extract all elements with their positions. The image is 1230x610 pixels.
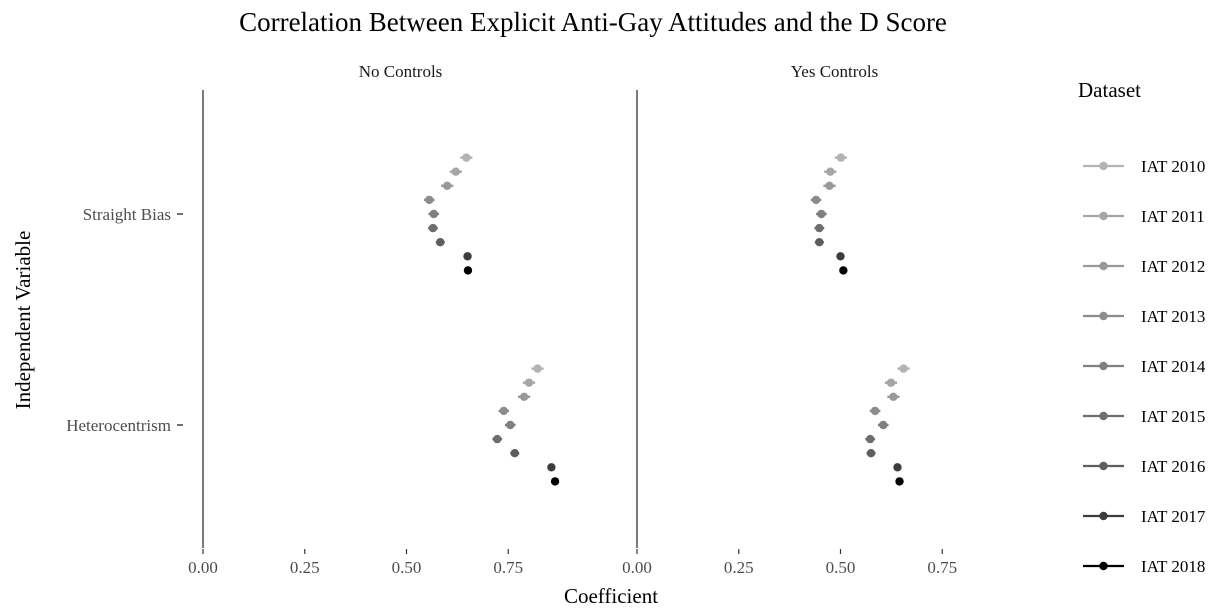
data-point xyxy=(825,181,834,190)
chart-title: Correlation Between Explicit Anti-Gay At… xyxy=(239,7,947,37)
x-axis-title: Coefficient xyxy=(564,584,658,608)
legend-label: IAT 2014 xyxy=(1141,357,1206,376)
legend-label: IAT 2016 xyxy=(1141,457,1205,476)
legend-label: IAT 2010 xyxy=(1141,157,1205,176)
x-tick-label: 0.25 xyxy=(290,558,320,577)
legend-marker xyxy=(1099,511,1108,521)
data-point xyxy=(866,449,876,458)
data-point xyxy=(836,153,846,162)
plot-layer: No Controls 0.00 0.25 0.50 0.75 Yes Controls 0… xyxy=(66,62,957,577)
legend-label: IAT 2018 xyxy=(1141,557,1205,576)
data-point xyxy=(506,420,515,430)
x-tick-label: 0.50 xyxy=(392,558,422,577)
data-point xyxy=(886,378,896,387)
data-point xyxy=(451,167,460,176)
data-point xyxy=(893,463,902,472)
legend-marker xyxy=(1099,561,1108,571)
legend-item: IAT 2016 xyxy=(1083,457,1205,476)
legend-title: Dataset xyxy=(1078,78,1141,102)
data-point xyxy=(879,420,888,430)
legend-marker xyxy=(1099,461,1108,471)
data-point xyxy=(463,266,473,275)
legend-label: IAT 2015 xyxy=(1141,407,1205,426)
x-tick-label: 0.75 xyxy=(927,558,957,577)
facet-label: No Controls xyxy=(359,62,443,81)
data-point xyxy=(533,364,542,373)
data-point xyxy=(817,209,826,219)
legend-item: IAT 2011 xyxy=(1083,207,1205,226)
data-point xyxy=(499,406,508,416)
y-tick-label: Straight Bias xyxy=(83,205,171,224)
legend-item: IAT 2015 xyxy=(1083,407,1205,426)
data-point xyxy=(895,477,904,486)
data-point xyxy=(815,223,824,233)
legend-item: IAT 2018 xyxy=(1083,557,1205,576)
legend-label: IAT 2011 xyxy=(1141,207,1205,226)
data-point xyxy=(547,463,556,472)
legend-marker xyxy=(1099,211,1108,221)
facet-panel-1: No Controls 0.00 0.25 0.50 0.75 xyxy=(188,62,560,577)
y-tick-label: Heterocentrism xyxy=(66,416,171,435)
legend-marker xyxy=(1099,361,1108,371)
data-point xyxy=(550,477,560,486)
data-point xyxy=(436,238,445,247)
data-point xyxy=(524,378,534,387)
data-point xyxy=(493,434,502,444)
legend-label: IAT 2017 xyxy=(1141,507,1206,526)
data-point xyxy=(463,252,472,261)
data-point xyxy=(836,252,845,261)
data-point xyxy=(870,406,880,416)
data-point xyxy=(811,195,821,205)
data-point xyxy=(815,238,824,247)
y-axis-title: Independent Variable xyxy=(11,231,35,410)
x-tick-label: 0.00 xyxy=(622,558,652,577)
data-point xyxy=(443,181,452,190)
x-tick-label: 0.00 xyxy=(188,558,218,577)
data-point xyxy=(519,392,529,401)
data-point xyxy=(899,364,908,373)
data-point xyxy=(826,167,835,176)
facet-panel-2: Yes Controls 0.00 0.25 0.50 0.75 xyxy=(622,62,957,577)
legend-marker xyxy=(1099,311,1108,321)
data-point xyxy=(839,266,848,275)
legend-item: IAT 2013 xyxy=(1083,307,1205,326)
data-point xyxy=(425,195,434,205)
legend-item: IAT 2014 xyxy=(1083,357,1206,376)
data-point xyxy=(510,449,519,458)
x-tick-label: 0.25 xyxy=(724,558,754,577)
data-point xyxy=(428,223,438,233)
legend-marker xyxy=(1099,161,1108,171)
legend: IAT 2010 IAT 2011 IAT 2012 IAT 2013 IAT 2014… xyxy=(1083,157,1206,576)
legend-marker xyxy=(1099,411,1108,421)
legend-item: IAT 2017 xyxy=(1083,507,1206,526)
facet-label: Yes Controls xyxy=(791,62,879,81)
x-tick-label: 0.75 xyxy=(493,558,523,577)
x-tick-label: 0.50 xyxy=(826,558,856,577)
data-point xyxy=(429,209,438,219)
data-point xyxy=(889,392,898,401)
legend-label: IAT 2013 xyxy=(1141,307,1205,326)
legend-item: IAT 2010 xyxy=(1083,157,1205,176)
data-point xyxy=(462,153,471,162)
legend-marker xyxy=(1099,261,1108,271)
legend-label: IAT 2012 xyxy=(1141,257,1205,276)
legend-item: IAT 2012 xyxy=(1083,257,1205,276)
data-point xyxy=(866,434,875,444)
